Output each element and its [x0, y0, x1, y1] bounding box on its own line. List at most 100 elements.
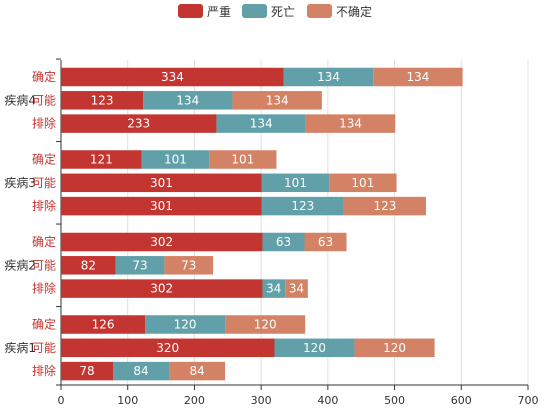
- group-label: 疾病2: [4, 257, 36, 272]
- bar-segment: [262, 232, 305, 252]
- bar-value-label: 34: [289, 282, 304, 296]
- bar-segment: [143, 91, 233, 110]
- bar-segment: [61, 361, 114, 381]
- legend-label: 严重: [207, 5, 231, 19]
- bar-value-label: 134: [317, 70, 340, 84]
- bar-segment: [145, 315, 226, 334]
- bar-value-label: 73: [132, 258, 147, 272]
- bar-segment: [209, 150, 277, 169]
- bar-segment: [216, 114, 306, 133]
- bar-value-label: 334: [161, 70, 184, 84]
- category-label: 可能: [32, 176, 56, 190]
- x-tick-label: 300: [251, 394, 272, 407]
- bar-segment: [261, 173, 330, 193]
- bar-segment: [115, 256, 165, 275]
- bar-value-label: 63: [276, 235, 291, 249]
- bar-value-label: 73: [181, 258, 196, 272]
- x-tick-label: 500: [384, 394, 405, 407]
- category-label: 确定: [32, 317, 56, 332]
- category-label: 排除: [32, 281, 56, 296]
- bar-value-label: 302: [150, 282, 173, 296]
- legend-swatch: [307, 4, 332, 18]
- bar-segment: [61, 173, 262, 193]
- x-tick-label: 700: [518, 394, 539, 407]
- bar-value-label: 101: [164, 153, 187, 167]
- bar-value-label: 134: [406, 70, 429, 84]
- bar-segment: [304, 232, 347, 252]
- bar-value-label: 82: [81, 258, 96, 272]
- x-tick-label: 400: [317, 394, 338, 407]
- bar-segment: [61, 114, 217, 133]
- category-label: 可能: [32, 93, 56, 107]
- bar-segment: [232, 91, 322, 110]
- bar-value-label: 34: [266, 282, 281, 296]
- bar-value-label: 78: [79, 364, 94, 378]
- group-label: 疾病3: [4, 175, 36, 190]
- bar-value-label: 120: [254, 318, 277, 332]
- legend-label: 死亡: [271, 5, 295, 19]
- bar-segment: [61, 196, 262, 216]
- bar-value-label: 301: [150, 199, 173, 213]
- group-label: 疾病1: [4, 340, 36, 355]
- bar-value-label: 101: [284, 176, 307, 190]
- bar-segment: [61, 256, 116, 275]
- bar-segment: [305, 114, 396, 133]
- bar-value-label: 120: [303, 341, 326, 355]
- bar-segment: [169, 361, 226, 381]
- bar-segment: [262, 279, 286, 298]
- bar-value-label: 134: [250, 117, 273, 131]
- bar-value-label: 123: [373, 199, 396, 213]
- bar-value-label: 120: [383, 341, 406, 355]
- bar-segment: [61, 279, 263, 298]
- bar-segment: [285, 279, 308, 298]
- bar-value-label: 121: [90, 153, 113, 167]
- bar-value-label: 134: [339, 117, 362, 131]
- bar-segment: [274, 338, 355, 358]
- bar-segment: [141, 150, 210, 169]
- bar-segment: [354, 338, 435, 358]
- bar-segment: [61, 91, 144, 110]
- x-tick-label: 600: [451, 394, 472, 407]
- bar-value-label: 120: [174, 318, 197, 332]
- bar-segment: [61, 315, 146, 334]
- category-label: 可能: [32, 341, 56, 355]
- bar-segment: [61, 232, 263, 252]
- bar-value-label: 134: [176, 93, 199, 107]
- category-label: 确定: [32, 69, 56, 84]
- bar-value-label: 84: [133, 364, 148, 378]
- category-label: 确定: [32, 152, 56, 167]
- bar-segment: [225, 315, 306, 334]
- bar-segment: [283, 67, 374, 87]
- bar-segment: [261, 196, 344, 216]
- bar-value-label: 126: [92, 318, 115, 332]
- category-label: 排除: [32, 363, 56, 378]
- bar-value-label: 320: [156, 341, 179, 355]
- legend-label: 不确定: [336, 4, 372, 19]
- bar-value-label: 134: [266, 93, 289, 107]
- bar-value-label: 301: [150, 176, 173, 190]
- bar-value-label: 123: [91, 93, 114, 107]
- bar-value-label: 123: [291, 199, 314, 213]
- bar-segment: [343, 196, 426, 216]
- bar-segment: [61, 150, 142, 169]
- category-label: 排除: [32, 198, 56, 213]
- x-tick-label: 0: [58, 394, 65, 407]
- x-tick-label: 200: [184, 394, 205, 407]
- bar-segment: [373, 67, 463, 87]
- bar-value-label: 302: [150, 235, 173, 249]
- group-label: 疾病4: [4, 92, 36, 107]
- category-label: 排除: [32, 116, 56, 131]
- bar-segment: [113, 361, 170, 381]
- legend-swatch: [242, 4, 267, 18]
- bar-segment: [329, 173, 397, 193]
- bar-value-label: 84: [189, 364, 204, 378]
- bar-value-label: 233: [127, 117, 150, 131]
- bar-value-label: 63: [318, 235, 333, 249]
- bar-segment: [61, 338, 275, 358]
- category-label: 确定: [32, 234, 56, 249]
- bar-segment: [164, 256, 214, 275]
- category-label: 可能: [32, 258, 56, 272]
- x-tick-label: 100: [117, 394, 138, 407]
